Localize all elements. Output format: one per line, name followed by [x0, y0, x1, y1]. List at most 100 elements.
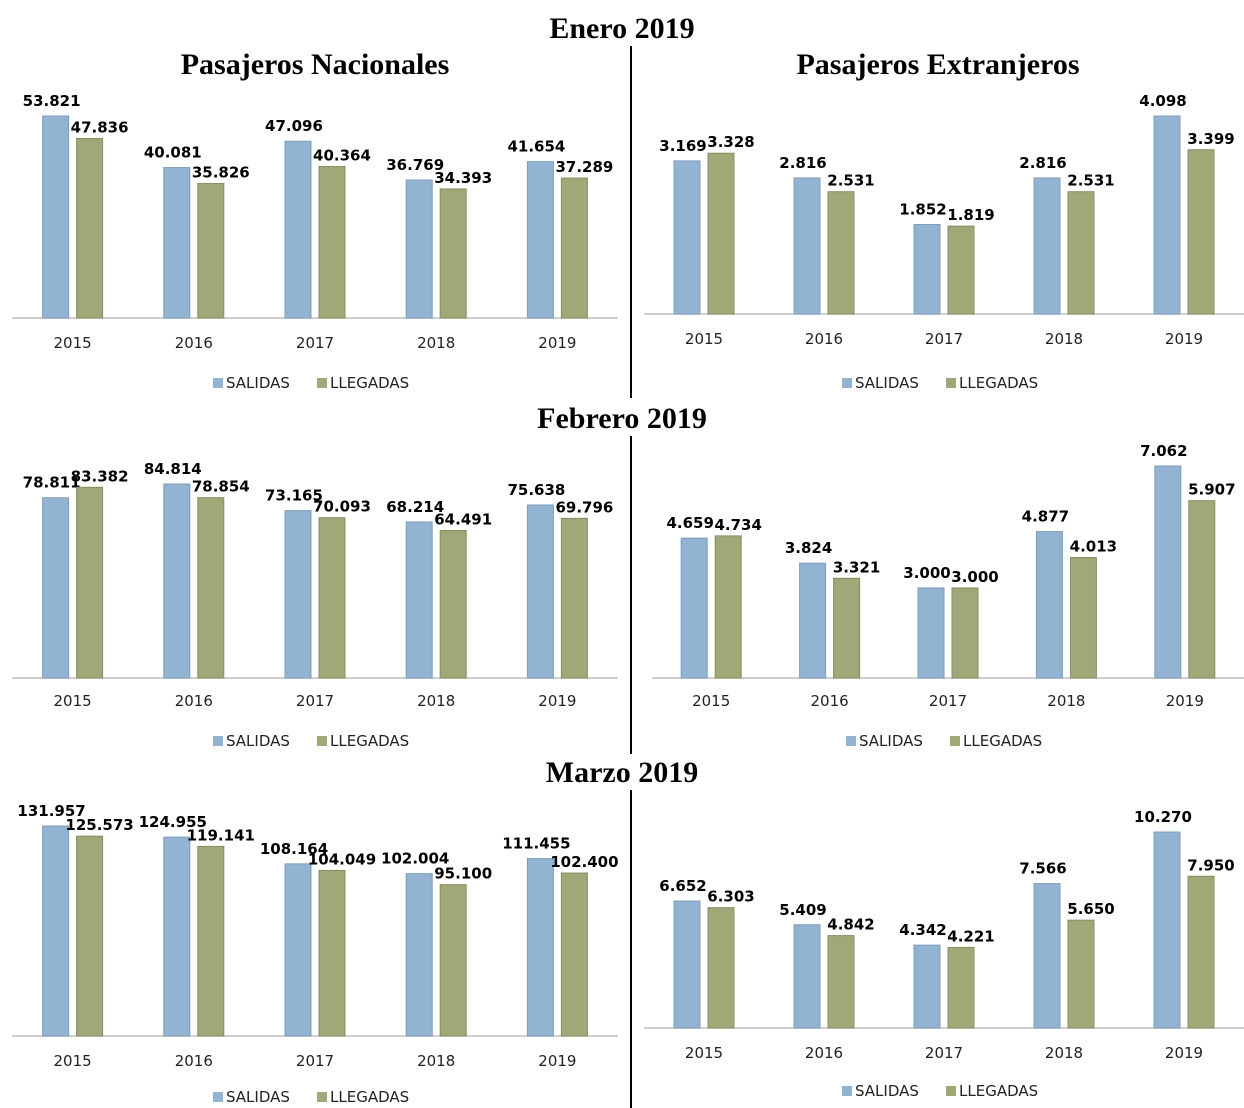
value-label-salidas-2018: 7.566	[1019, 860, 1066, 878]
value-label-salidas-2019: 41.654	[507, 138, 565, 156]
chart-enero-nacionales: 53.821 47.836 2015 40.081 35.826 2016 47.096 40…	[12, 92, 618, 392]
value-label-salidas-2015: 6.652	[659, 877, 706, 895]
month-title-enero: Enero 2019	[549, 12, 695, 45]
legend-swatch-salidas	[846, 736, 856, 746]
month-title-marzo: Marzo 2019	[545, 756, 699, 789]
value-label-salidas-2019: 7.062	[1140, 442, 1187, 460]
x-tick-label-2018: 2018	[417, 1052, 455, 1070]
value-label-salidas-2017: 73.165	[265, 487, 323, 505]
x-tick-label-2019: 2019	[538, 692, 576, 710]
bar-salidas-2017	[284, 510, 312, 679]
x-tick-label-2015: 2015	[692, 692, 730, 710]
bar-llegadas-2016	[827, 191, 855, 315]
bar-salidas-2018	[1033, 883, 1061, 1029]
value-label-llegadas-2015: 6.303	[707, 888, 754, 906]
bar-salidas-2017	[917, 587, 945, 679]
legend-label-llegadas: LLEGADAS	[330, 732, 409, 750]
x-tick-label-2016: 2016	[805, 1044, 843, 1062]
legend-label-salidas: SALIDAS	[226, 374, 290, 392]
legend-label-llegadas: LLEGADAS	[959, 374, 1038, 392]
value-label-llegadas-2017: 104.049	[308, 850, 376, 868]
x-tick-label-2016: 2016	[175, 1052, 213, 1070]
x-tick-label-2019: 2019	[1165, 1044, 1203, 1062]
value-label-salidas-2019: 75.638	[507, 481, 565, 499]
x-tick-label-2019: 2019	[1166, 692, 1204, 710]
bar-llegadas-2018	[439, 529, 467, 679]
value-label-salidas-2015: 78.811	[23, 474, 81, 492]
x-tick-label-2017: 2017	[925, 330, 963, 348]
value-label-salidas-2018: 4.877	[1022, 508, 1069, 526]
value-label-llegadas-2016: 78.854	[192, 478, 250, 496]
legend-swatch-llegadas	[946, 1086, 956, 1096]
bar-llegadas-2015	[76, 835, 104, 1037]
x-tick-label-2018: 2018	[417, 334, 455, 352]
legend-swatch-llegadas	[317, 378, 327, 388]
legend-swatch-salidas	[213, 378, 223, 388]
bar-salidas-2019	[526, 504, 554, 679]
value-label-salidas-2016: 5.409	[779, 901, 826, 919]
value-label-llegadas-2015: 47.836	[71, 118, 129, 136]
bar-salidas-2016	[799, 562, 827, 679]
column-divider-enero	[630, 46, 632, 398]
value-label-salidas-2016: 40.081	[144, 144, 202, 162]
legend-label-llegadas: LLEGADAS	[330, 1088, 409, 1106]
value-label-salidas-2015: 53.821	[23, 92, 81, 110]
value-label-salidas-2019: 111.455	[502, 835, 570, 853]
bar-llegadas-2016	[197, 183, 225, 319]
bar-llegadas-2016	[197, 845, 225, 1037]
value-label-salidas-2018: 36.769	[386, 156, 444, 174]
bar-salidas-2016	[163, 483, 191, 679]
column-divider-febrero	[630, 436, 632, 754]
bar-salidas-2018	[1035, 531, 1063, 679]
bar-salidas-2016	[163, 167, 191, 319]
bar-salidas-2019	[526, 858, 554, 1037]
legend-swatch-salidas	[842, 378, 852, 388]
x-tick-label-2019: 2019	[538, 1052, 576, 1070]
bar-llegadas-2019	[560, 872, 588, 1037]
legend-label-salidas: SALIDAS	[855, 1082, 919, 1100]
value-label-salidas-2017: 1.852	[899, 201, 946, 219]
x-tick-label-2017: 2017	[296, 1052, 334, 1070]
value-label-llegadas-2017: 3.000	[951, 568, 998, 586]
value-label-llegadas-2015: 83.382	[71, 467, 129, 485]
legend-swatch-llegadas	[317, 736, 327, 746]
bar-salidas-2017	[913, 224, 941, 315]
x-tick-label-2017: 2017	[296, 334, 334, 352]
bar-llegadas-2017	[318, 517, 346, 679]
bar-llegadas-2018	[1067, 191, 1095, 315]
bar-llegadas-2015	[76, 137, 104, 319]
value-label-salidas-2015: 4.659	[666, 514, 713, 532]
x-tick-label-2015: 2015	[54, 1052, 92, 1070]
legend-label-salidas: SALIDAS	[855, 374, 919, 392]
value-label-llegadas-2015: 4.734	[714, 516, 761, 534]
bar-salidas-2015	[42, 115, 70, 319]
bar-salidas-2015	[42, 825, 70, 1037]
bar-salidas-2019	[1153, 831, 1181, 1029]
x-tick-label-2019: 2019	[538, 334, 576, 352]
legend-label-llegadas: LLEGADAS	[330, 374, 409, 392]
value-label-salidas-2015: 131.957	[17, 802, 85, 820]
value-label-salidas-2017: 108.164	[260, 840, 328, 858]
x-tick-label-2018: 2018	[1045, 330, 1083, 348]
x-tick-label-2018: 2018	[1047, 692, 1085, 710]
value-label-llegadas-2016: 3.321	[833, 558, 880, 576]
bar-llegadas-2015	[707, 152, 735, 315]
value-label-llegadas-2015: 125.573	[65, 816, 133, 834]
x-tick-label-2015: 2015	[54, 334, 92, 352]
value-label-llegadas-2018: 5.650	[1067, 900, 1114, 918]
bar-salidas-2019	[526, 161, 554, 319]
x-tick-label-2016: 2016	[175, 692, 213, 710]
bar-llegadas-2018	[1069, 557, 1097, 679]
bar-salidas-2017	[284, 863, 312, 1037]
x-tick-label-2019: 2019	[1165, 330, 1203, 348]
value-label-llegadas-2016: 119.141	[187, 826, 255, 844]
value-label-llegadas-2016: 35.826	[192, 164, 250, 182]
x-tick-label-2015: 2015	[54, 692, 92, 710]
value-label-llegadas-2019: 102.400	[550, 853, 618, 871]
x-tick-label-2017: 2017	[929, 692, 967, 710]
legend-swatch-salidas	[213, 736, 223, 746]
